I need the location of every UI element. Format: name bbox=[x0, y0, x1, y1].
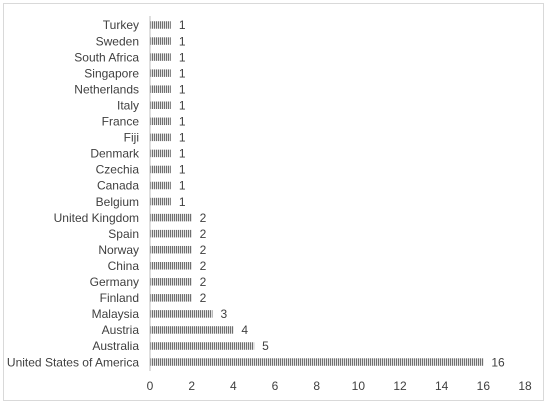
bar-united-kingdom bbox=[150, 213, 192, 222]
chart-frame bbox=[3, 3, 544, 401]
bar-united-states-of-america bbox=[150, 358, 484, 366]
x-tick-label: 2 bbox=[188, 379, 195, 393]
bar-singapore bbox=[150, 69, 171, 77]
bar-sweden bbox=[150, 37, 171, 45]
data-label: 5 bbox=[262, 339, 269, 353]
bar-spain bbox=[150, 229, 192, 238]
category-label: Malaysia bbox=[92, 307, 140, 321]
data-label: 4 bbox=[241, 323, 248, 337]
bar-australia bbox=[150, 342, 255, 350]
data-label: 1 bbox=[179, 131, 186, 145]
category-label: China bbox=[108, 259, 140, 273]
x-tick-label: 8 bbox=[313, 379, 320, 393]
bar-denmark bbox=[150, 149, 171, 158]
category-label: Finland bbox=[100, 291, 139, 305]
x-tick-label: 12 bbox=[393, 379, 407, 393]
category-label: Denmark bbox=[90, 147, 140, 161]
category-label: Spain bbox=[108, 227, 139, 241]
axis-layer: 0 2 4 6 8 10 12 14 16 18 bbox=[147, 16, 532, 393]
data-label: 1 bbox=[179, 163, 186, 177]
data-label: 2 bbox=[200, 275, 207, 289]
category-label: Canada bbox=[97, 179, 139, 193]
category-label: South Africa bbox=[74, 50, 139, 64]
category-label: Netherlands bbox=[74, 82, 139, 96]
x-tick-label: 0 bbox=[147, 379, 154, 393]
bar-fiji bbox=[150, 133, 171, 142]
data-label: 1 bbox=[179, 98, 186, 112]
bar-france bbox=[150, 117, 171, 126]
bar-canada bbox=[150, 181, 171, 190]
x-tick-label: 10 bbox=[352, 379, 366, 393]
bars-layer bbox=[150, 21, 484, 366]
data-label: 2 bbox=[200, 259, 207, 273]
data-label: 1 bbox=[179, 82, 186, 96]
data-label: 1 bbox=[179, 50, 186, 64]
category-label: Singapore bbox=[84, 66, 139, 80]
data-label: 1 bbox=[179, 66, 186, 80]
data-label: 1 bbox=[179, 34, 186, 48]
category-label: Fiji bbox=[124, 131, 139, 145]
category-label: France bbox=[102, 115, 140, 129]
bar-austria bbox=[150, 326, 234, 334]
category-label: United Kingdom bbox=[54, 211, 139, 225]
bar-china bbox=[150, 262, 192, 270]
data-label: 1 bbox=[179, 195, 186, 209]
bar-belgium bbox=[150, 197, 171, 206]
data-label: 3 bbox=[221, 307, 228, 321]
bar-finland bbox=[150, 294, 192, 302]
category-label: Turkey bbox=[103, 18, 139, 32]
data-label: 2 bbox=[200, 227, 207, 241]
x-tick-label: 6 bbox=[272, 379, 279, 393]
data-label: 16 bbox=[491, 355, 505, 369]
data-label: 1 bbox=[179, 147, 186, 161]
category-label: United States of America bbox=[7, 355, 139, 369]
labels-layer: Turkey 1 Sweden 1 South Africa 1 Singapore 1 Net… bbox=[7, 18, 505, 369]
bar-turkey bbox=[150, 21, 171, 29]
data-label: 1 bbox=[179, 18, 186, 32]
data-label: 2 bbox=[200, 211, 207, 225]
category-label: Sweden bbox=[96, 34, 139, 48]
bar-czechia bbox=[150, 165, 171, 174]
bar-netherlands bbox=[150, 85, 171, 93]
bar-norway bbox=[150, 245, 192, 254]
x-tick-label: 18 bbox=[518, 379, 532, 393]
category-label: Czechia bbox=[96, 163, 140, 177]
bar-germany bbox=[150, 278, 192, 286]
data-label: 1 bbox=[179, 179, 186, 193]
bar-malaysia bbox=[150, 310, 213, 318]
category-label: Germany bbox=[90, 275, 139, 289]
category-label: Italy bbox=[117, 98, 139, 112]
category-label: Norway bbox=[98, 243, 139, 257]
x-tick-label: 14 bbox=[435, 379, 449, 393]
x-tick-label: 4 bbox=[230, 379, 237, 393]
category-label: Belgium bbox=[96, 195, 139, 209]
x-tick-label: 16 bbox=[477, 379, 491, 393]
data-label: 2 bbox=[200, 291, 207, 305]
data-label: 1 bbox=[179, 115, 186, 129]
data-label: 2 bbox=[200, 243, 207, 257]
bar-south-africa bbox=[150, 53, 171, 61]
category-label: Australia bbox=[92, 339, 139, 353]
bar-italy bbox=[150, 101, 171, 109]
category-label: Austria bbox=[102, 323, 140, 337]
